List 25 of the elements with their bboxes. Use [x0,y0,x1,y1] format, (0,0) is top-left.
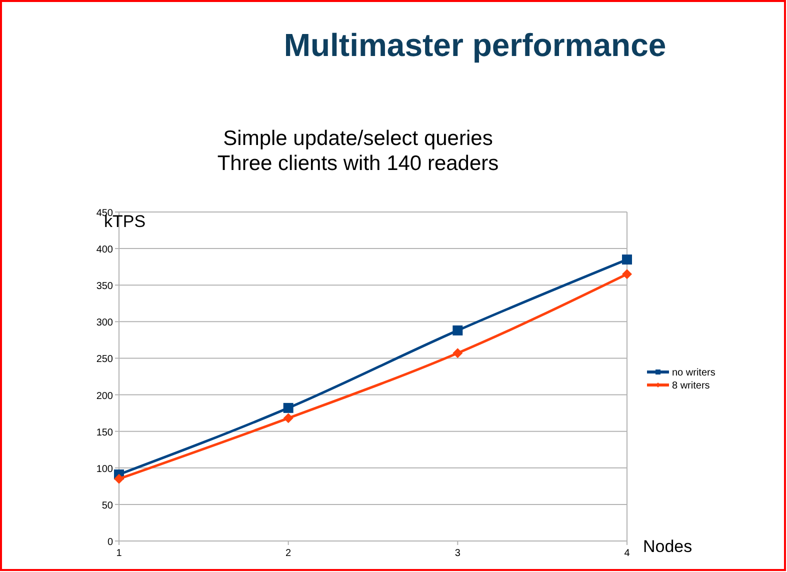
chart-title: Multimaster performance [284,27,666,63]
y-tick-label: 400 [96,244,114,256]
x-axis-title: Nodes [643,537,692,556]
legend-label: 8 writers [672,380,710,392]
point [283,413,294,424]
x-tick-label: 3 [454,548,461,559]
point [114,474,124,484]
y-tick-label: 200 [96,390,114,402]
point [452,348,463,358]
point [452,325,463,336]
legend-label: no writers [672,368,716,378]
y-tick-label: 0 [107,537,114,548]
point [622,269,632,280]
x-tick-label: 4 [624,548,630,559]
y-tick-label: 150 [96,427,114,438]
y-tick-label: 100 [96,464,114,475]
x-tick-label: 2 [286,548,292,559]
y-tick-label: 350 [96,281,114,292]
y-tick-label: 250 [96,354,114,366]
point [283,402,294,413]
y-tick-label: 300 [96,318,114,329]
y-tick-label: 50 [102,500,114,512]
chart-subtitle: Simple update/select queries Three clients with 140 readers [217,127,499,175]
x-tick-label: 1 [116,548,122,559]
point [622,254,632,265]
